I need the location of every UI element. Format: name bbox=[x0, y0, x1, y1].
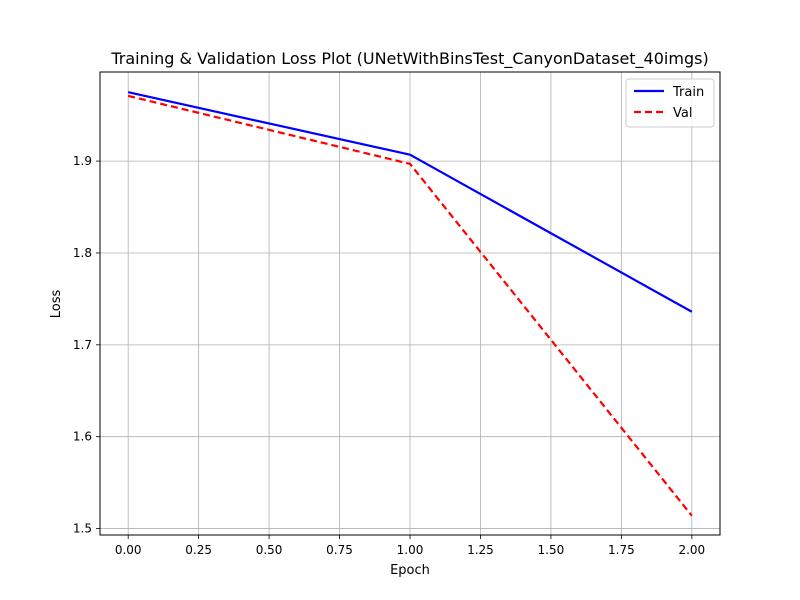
grid bbox=[100, 72, 720, 535]
y-tick-label: 1.8 bbox=[73, 246, 92, 260]
series-lines bbox=[127, 91, 693, 517]
y-tick-label: 1.5 bbox=[73, 522, 92, 536]
x-tick-label: 0.00 bbox=[115, 543, 142, 557]
legend: Train Val bbox=[625, 78, 715, 128]
x-tick-label: 0.75 bbox=[326, 543, 353, 557]
axis-ticks: 0.00 0.25 0.50 0.75 1.00 1.25 1.50 1.75 2.00 1.5 1… bbox=[73, 154, 705, 557]
chart-title: Training & Validation Loss Plot (UNetWit… bbox=[110, 49, 708, 69]
legend-train-label: Train bbox=[672, 85, 704, 100]
series-line-val bbox=[127, 94, 693, 517]
x-tick-label: 2.00 bbox=[678, 543, 705, 557]
x-tick-label: 1.50 bbox=[538, 543, 565, 557]
series-line-train bbox=[127, 91, 693, 313]
y-tick-label: 1.9 bbox=[73, 154, 92, 168]
x-axis-label: Epoch bbox=[390, 563, 430, 578]
y-tick-label: 1.7 bbox=[73, 338, 92, 352]
x-tick-label: 0.50 bbox=[256, 543, 283, 557]
x-tick-label: 1.00 bbox=[397, 543, 424, 557]
x-tick-label: 0.25 bbox=[185, 543, 212, 557]
x-tick-label: 1.25 bbox=[467, 543, 494, 557]
y-axis-label: Loss bbox=[49, 290, 64, 319]
x-tick-label: 1.75 bbox=[608, 543, 635, 557]
legend-val-label: Val bbox=[673, 106, 692, 121]
y-tick-label: 1.6 bbox=[73, 430, 92, 444]
